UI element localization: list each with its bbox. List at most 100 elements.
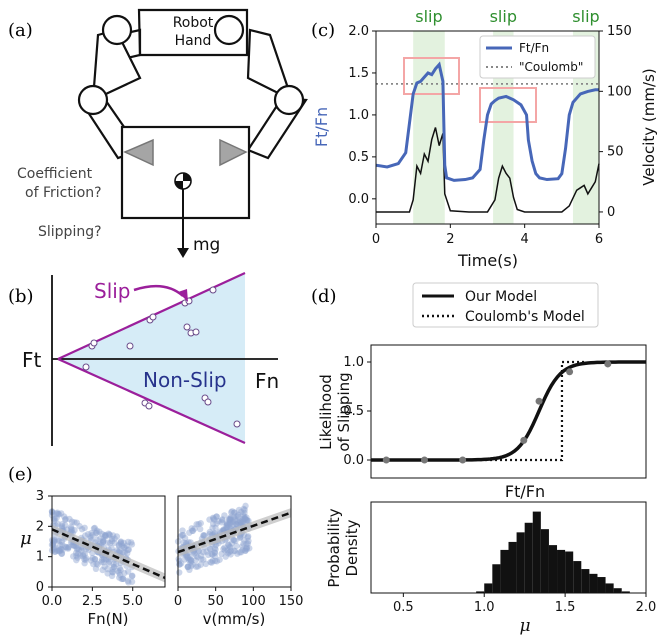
scatter-point xyxy=(59,541,66,549)
legend-coulomb-label: "Coulomb" xyxy=(519,60,583,74)
panel-d-label: (d) xyxy=(311,286,337,307)
scatter-point xyxy=(200,532,207,539)
scatter-point xyxy=(98,530,106,538)
scatter-point xyxy=(73,556,80,564)
ft-axis-label: Ft xyxy=(22,348,42,372)
scatter-point xyxy=(50,538,57,545)
y-tick-label: 3 xyxy=(36,489,44,504)
histogram-bar xyxy=(557,549,566,593)
scatter-point xyxy=(200,556,207,563)
scatter-point xyxy=(245,537,252,545)
scatter-point xyxy=(222,553,229,560)
peak-highlight-box-1 xyxy=(403,57,460,95)
scatter-point xyxy=(200,548,207,556)
y-tick-label: 0.0 xyxy=(348,192,369,207)
x-tick-label: 0.0 xyxy=(42,594,63,609)
scatter-point xyxy=(178,531,186,539)
scatter-point xyxy=(202,560,209,568)
scatter-point xyxy=(58,538,66,545)
scatter-point xyxy=(100,558,107,566)
scatter-point xyxy=(226,543,233,550)
cone-boundary-lower xyxy=(57,357,246,445)
panel-e-label: (e) xyxy=(8,464,33,485)
scatter-point xyxy=(109,569,117,576)
scatter-point xyxy=(201,532,208,539)
scatter-point xyxy=(179,531,187,539)
sample-point xyxy=(82,363,90,371)
scatter-point xyxy=(119,542,126,550)
y-right-tick-label: 50 xyxy=(607,145,624,160)
scatter-point xyxy=(197,520,204,527)
center-of-mass-icon xyxy=(174,172,192,190)
fit-line-left xyxy=(51,528,166,580)
sample-point xyxy=(204,398,212,406)
y-tick-label: 2.0 xyxy=(348,24,369,39)
scatter-point xyxy=(117,539,125,546)
scatter-point xyxy=(81,560,88,567)
histogram-bar xyxy=(565,551,574,593)
scatter-point xyxy=(121,569,128,577)
scatter-point xyxy=(99,566,106,574)
scatter-point xyxy=(209,524,216,532)
scatter-point xyxy=(218,519,226,526)
scatter-point xyxy=(120,549,127,556)
scatter-point xyxy=(104,539,112,546)
x-tick-label: 6 xyxy=(595,232,603,247)
scatter-point xyxy=(106,531,113,538)
plot-d-top-ylabel-line2: of Slipping xyxy=(335,372,353,451)
scatter-point xyxy=(101,532,109,539)
plot-d-points xyxy=(382,360,612,464)
scatter-point xyxy=(108,535,116,543)
scatter-point xyxy=(74,554,81,561)
scatter-point xyxy=(120,544,128,551)
scatter-point xyxy=(226,516,233,523)
scatter-point xyxy=(99,538,107,546)
scatter-point xyxy=(245,533,252,540)
plot-e-right-x-ticks: 0 50 100 150 xyxy=(174,587,303,609)
sample-point xyxy=(209,286,217,294)
scatter-point xyxy=(187,556,194,563)
scatter-point xyxy=(66,515,73,523)
scatter-point xyxy=(91,555,99,563)
histogram-bar xyxy=(581,569,590,593)
scatter-point xyxy=(102,533,109,540)
scatter-point xyxy=(110,563,118,571)
scatter-point xyxy=(90,560,97,568)
scatter-point xyxy=(106,558,113,565)
scatter-point xyxy=(234,550,241,557)
scatter-point xyxy=(223,520,231,527)
scatter-point xyxy=(120,539,127,546)
y-right-tick-label: 150 xyxy=(607,24,632,39)
sample-point xyxy=(183,323,191,331)
slip-arrow-head-icon xyxy=(178,289,188,302)
scatter-point xyxy=(225,515,233,523)
scatter-point xyxy=(51,517,58,524)
legend-ratio-label: Ft/Fn xyxy=(519,41,549,55)
scatter-point xyxy=(237,548,245,556)
scatter-point xyxy=(179,527,186,534)
x-tick-label: 100 xyxy=(241,594,266,609)
scatter-point xyxy=(215,518,222,525)
scatter-point xyxy=(241,537,248,544)
y-tick-label: 0.5 xyxy=(343,404,364,419)
x-tick-label: 0 xyxy=(174,594,182,609)
slip-band xyxy=(413,31,445,224)
histogram-bar xyxy=(548,545,558,593)
scatter-point xyxy=(209,551,216,558)
scatter-point xyxy=(228,509,235,516)
plot-e-right-scatter xyxy=(174,502,253,576)
scatter-point xyxy=(243,517,251,524)
sample-point xyxy=(145,402,153,410)
plot-c-x-ticks: 0 2 4 6 xyxy=(372,224,603,247)
sample-points xyxy=(82,286,241,428)
scatter-point xyxy=(117,540,124,547)
scatter-point xyxy=(72,549,80,557)
scatter-point xyxy=(184,554,192,561)
scatter-point xyxy=(88,529,95,537)
scatter-point xyxy=(186,529,193,536)
scatter-point xyxy=(243,545,250,553)
scatter-point xyxy=(64,545,72,552)
scatter-point xyxy=(89,531,96,539)
scatter-point xyxy=(242,502,249,510)
scatter-point xyxy=(58,521,66,528)
